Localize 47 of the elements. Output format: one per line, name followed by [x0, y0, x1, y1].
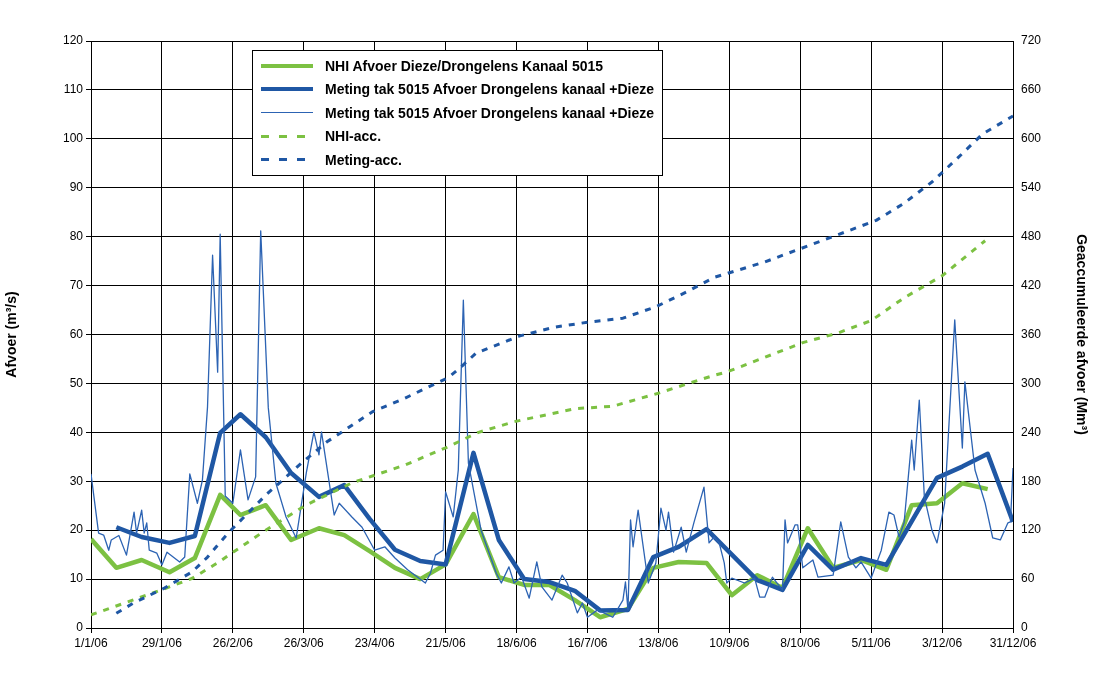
- y2-tick-label: 600: [1021, 131, 1042, 146]
- x-tick-label: 23/4/06: [354, 635, 396, 650]
- x-tick-label: 1/1/06: [74, 635, 108, 650]
- y2-tick-label: 480: [1021, 228, 1042, 243]
- y-tick-label: 40: [69, 424, 84, 439]
- y-tick-label: 90: [69, 180, 84, 195]
- y2-axis-title: Geaccumuleerde afvoer (Mm³): [1073, 234, 1090, 435]
- x-tick-label: 31/12/06: [989, 635, 1037, 650]
- x-tick-label: 26/3/06: [283, 635, 325, 650]
- x-tick-label: 21/5/06: [425, 635, 466, 650]
- y-tick-label: 70: [69, 277, 84, 292]
- y-tick-label: 0: [76, 620, 84, 635]
- y-tick-label: 60: [69, 326, 84, 341]
- x-tick-label: 5/11/06: [851, 635, 892, 650]
- x-tick-label: 26/2/06: [212, 635, 254, 650]
- y-tick-label: 10: [69, 571, 84, 586]
- y-tick-label: 100: [62, 131, 84, 146]
- y-tick-label: 120: [62, 33, 84, 48]
- legend-label: NHI-acc.: [325, 128, 382, 145]
- y-tick-label: 50: [69, 375, 84, 390]
- x-tick-label: 18/6/06: [496, 635, 537, 650]
- y-tick-label: 110: [63, 82, 84, 97]
- y-tick-label: 20: [69, 522, 84, 537]
- y2-tick-label: 660: [1021, 82, 1042, 97]
- x-tick-label: 13/8/06: [638, 635, 679, 650]
- y2-tick-label: 540: [1021, 180, 1042, 195]
- y-tick-label: 30: [69, 473, 84, 488]
- y2-tick-label: 360: [1021, 326, 1042, 341]
- y2-tick-label: 0: [1021, 620, 1028, 635]
- legend-label: Meting tak 5015 Afvoer Drongelens kanaal +Dieze: [325, 104, 654, 121]
- x-tick-label: 29/1/06: [141, 635, 183, 650]
- y-axis-title: Afvoer (m³/s): [3, 291, 20, 378]
- y2-tick-label: 720: [1021, 33, 1042, 48]
- legend-label: Meting-acc.: [325, 151, 403, 168]
- x-tick-label: 10/9/06: [709, 635, 750, 650]
- y2-tick-label: 60: [1021, 571, 1035, 586]
- x-tick-label: 16/7/06: [567, 635, 608, 650]
- legend-label: NHI Afvoer Dieze/Drongelens Kanaal 5015: [325, 57, 604, 74]
- x-tick-label: 8/10/06: [780, 635, 821, 650]
- y-tick-label: 80: [69, 228, 84, 243]
- y2-tick-label: 180: [1021, 473, 1042, 488]
- y2-tick-label: 120: [1021, 522, 1042, 537]
- y2-tick-label: 240: [1021, 424, 1042, 439]
- legend-label: Meting tak 5015 Afvoer Drongelens kanaal +Dieze: [325, 81, 654, 98]
- y2-tick-label: 420: [1021, 277, 1042, 292]
- y2-tick-label: 300: [1021, 375, 1042, 390]
- x-tick-label: 3/12/06: [922, 635, 963, 650]
